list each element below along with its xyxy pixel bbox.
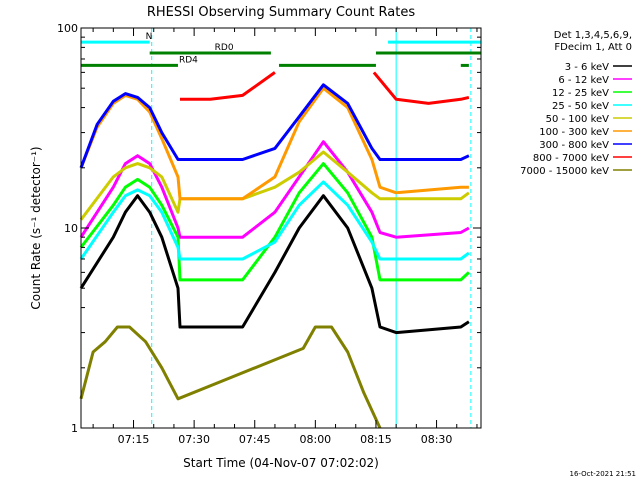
legend-label-8: 7000 - 15000 keV [520,166,609,177]
flag-label-1: RD0 [215,43,234,53]
series-line-5 [79,86,469,201]
chart-title: RHESSI Observing Summary Count Rates [147,5,416,20]
flag-label-0: N [146,32,153,42]
legend-label-7: 800 - 7000 keV [533,153,609,164]
series-line-8 [79,325,382,429]
x-tick-label-5: 08:30 [421,433,453,446]
series-line-3 [79,180,470,261]
legend-label-0: 3 - 6 keV [565,62,609,73]
legend-header-1: Det 1,3,4,5,6,9, [554,30,632,41]
x-tick-label-4: 08:15 [360,433,392,446]
legend-label-1: 6 - 12 keV [558,75,609,86]
series-line-7 [180,71,470,105]
legend-header-2: FDecim 1, Att 0 [554,42,632,53]
legend-label-2: 12 - 25 keV [552,88,609,99]
series-line-4 [79,150,470,221]
legend: 3 - 6 keV 6 - 12 keV 12 - 25 keV 25 - 50 ke… [520,62,632,177]
y-tick-label-1: 10 [64,222,78,235]
series-line-1 [79,140,470,239]
x-tick-label-3: 08:00 [299,433,331,446]
y-axis-label: Count Rate (s⁻¹ detector⁻¹) [29,146,43,309]
plot-area: N RD0 RD4 [79,28,481,429]
series-line-6 [79,83,470,169]
legend-label-5: 100 - 300 keV [539,127,609,138]
x-tick-label-2: 07:45 [239,433,271,446]
legend-label-3: 25 - 50 keV [552,101,609,112]
series-line-0 [79,194,470,335]
y-tick-label-2: 100 [57,22,78,35]
x-tick-label-1: 07:30 [178,433,210,446]
footer-date: 16-Oct-2021 21:51 [570,470,636,478]
x-axis-label: Start Time (04-Nov-07 07:02:02) [183,456,379,470]
legend-label-4: 50 - 100 keV [546,114,610,125]
x-tick-label-0: 07:15 [118,433,150,446]
legend-label-6: 300 - 800 keV [539,140,609,151]
y-tick-label-0: 1 [71,422,78,435]
flag-label-2: RD4 [179,55,198,65]
axes: 1 10 100 07:15 07:30 07:45 08:00 08:15 08:30 [57,22,481,446]
series-line-2 [79,162,470,282]
